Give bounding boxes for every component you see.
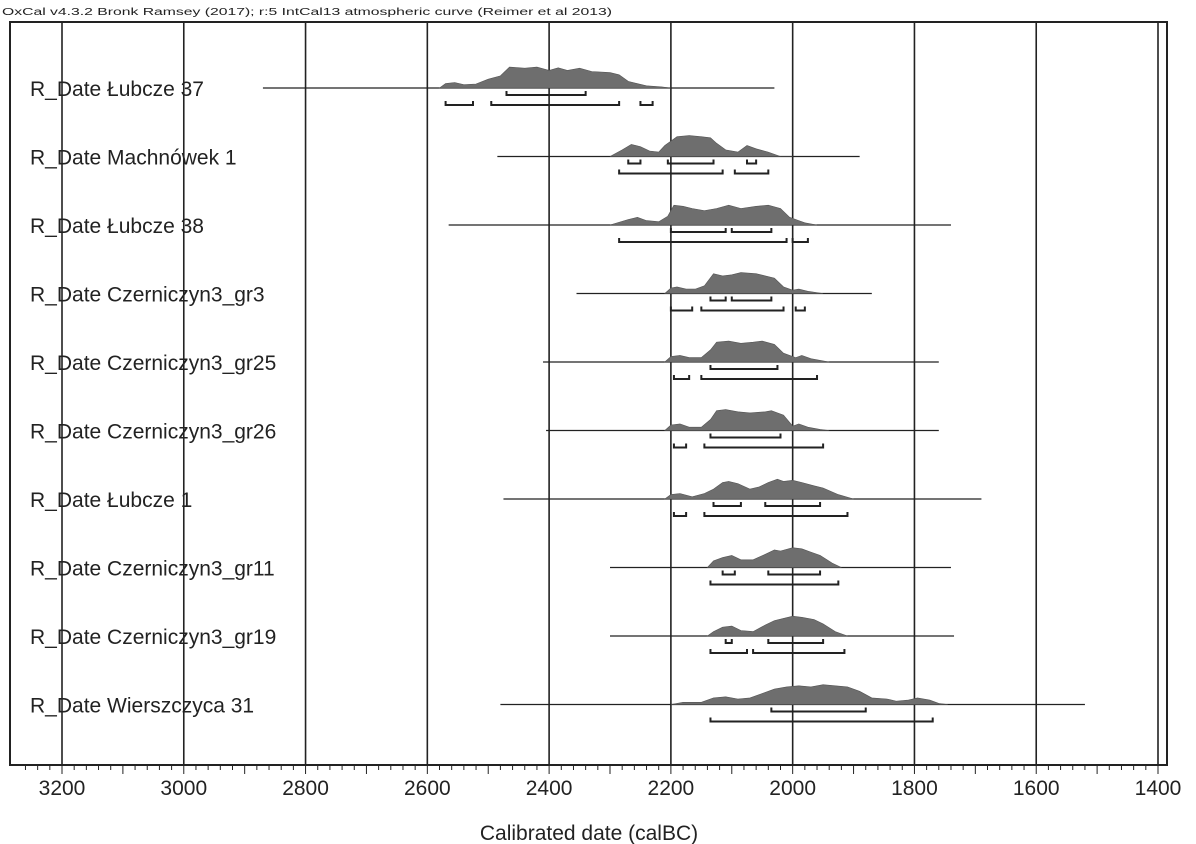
x-axis-title: Calibrated date (calBC): [480, 822, 698, 844]
hpd-95-range: [709, 717, 934, 723]
hpd-68-range: [730, 228, 773, 233]
hpd-95-range: [733, 169, 770, 175]
series-label: R_Date Machnówek 1: [30, 147, 237, 170]
series-row: R_Date Czerniczyn3_gr19: [30, 615, 955, 654]
series-row: R_Date Czerniczyn3_gr11: [30, 547, 951, 586]
hpd-68-range: [770, 707, 867, 713]
x-tick-label: 3000: [160, 777, 207, 800]
hpd-68-range: [709, 365, 779, 370]
hpd-68-range: [669, 228, 727, 233]
x-tick-label: 1600: [1013, 777, 1060, 800]
hpd-68-range: [724, 639, 733, 644]
series-row: R_Date Łubcze 37: [30, 66, 775, 106]
probability-distribution: [670, 684, 948, 705]
hpd-68-range: [712, 502, 742, 507]
hpd-68-range: [767, 570, 822, 576]
hpd-95-range: [618, 238, 788, 243]
series-label: R_Date Wierszczyca 31: [30, 695, 254, 718]
series-row: R_Date Czerniczyn3_gr26: [30, 409, 939, 449]
hpd-68-range: [709, 433, 782, 439]
series-label: R_Date Łubcze 1: [30, 489, 192, 512]
hpd-95-range: [703, 512, 849, 517]
probability-distribution: [438, 66, 671, 89]
hpd-68-range: [627, 159, 642, 165]
probability-distribution: [664, 272, 824, 294]
series-row: R_Date Łubcze 1: [30, 478, 982, 517]
x-tick-label: 2600: [404, 777, 451, 800]
hpd-95-range: [709, 649, 748, 654]
hpd-95-range: [791, 238, 809, 243]
hpd-95-range: [700, 375, 819, 380]
hpd-68-range: [721, 570, 736, 576]
x-tick-label: 2200: [648, 777, 695, 800]
probability-distribution: [663, 478, 854, 500]
x-axis: 3200 3000 2800 2600 2400 2200 2000 1800 1600 1400: [24, 765, 1182, 800]
probability-distribution: [706, 615, 848, 637]
hpd-95-range: [639, 101, 654, 106]
hpd-95-range: [669, 306, 694, 312]
probability-distribution: [664, 409, 830, 431]
probability-distribution: [664, 340, 830, 363]
hpd-95-range: [490, 101, 621, 106]
series-row: R_Date Łubcze 38: [30, 204, 951, 243]
hpd-68-range: [730, 296, 773, 302]
hpd-95-range: [703, 443, 825, 449]
hpd-95-range: [700, 306, 785, 312]
series-label: R_Date Czerniczyn3_gr26: [30, 421, 276, 444]
series-label: R_Date Czerniczyn3_gr25: [30, 352, 276, 375]
grid-lines: [61, 22, 1159, 765]
oxcal-header: OxCal v4.3.2 Bronk Ramsey (2017); r:5 In…: [2, 7, 612, 18]
series-label: R_Date Łubcze 37: [30, 78, 204, 101]
x-tick-label: 3200: [39, 777, 86, 800]
x-tick-label: 2800: [282, 777, 329, 800]
hpd-68-range: [709, 296, 727, 302]
hpd-68-range: [767, 639, 825, 644]
hpd-95-range: [672, 443, 688, 449]
hpd-95-range: [672, 512, 688, 517]
hpd-95-range: [618, 169, 724, 175]
plot-frame: [9, 21, 1168, 766]
hpd-68-range: [505, 91, 587, 96]
series-row: R_Date Machnówek 1: [30, 135, 860, 175]
series-row: R_Date Czerniczyn3_gr25: [30, 340, 939, 380]
hpd-95-range: [709, 580, 840, 586]
hpd-68-range: [764, 502, 822, 507]
hpd-95-range: [752, 649, 846, 654]
hpd-95-range: [444, 101, 474, 106]
probability-distribution: [609, 135, 793, 157]
series-label: R_Date Czerniczyn3_gr3: [30, 284, 265, 307]
series-label: R_Date Czerniczyn3_gr11: [30, 558, 275, 581]
series-row: R_Date Czerniczyn3_gr3: [30, 272, 872, 312]
probability-distribution: [706, 547, 842, 568]
series-label: R_Date Łubcze 38: [30, 215, 204, 238]
hpd-95-range: [794, 306, 806, 312]
hpd-95-range: [672, 375, 691, 380]
x-tick-label: 1800: [891, 777, 938, 800]
series-label: R_Date Czerniczyn3_gr19: [30, 626, 276, 649]
x-tick-label: 2000: [769, 777, 816, 800]
series-row: R_Date Wierszczyca 31: [30, 684, 1085, 723]
x-tick-label: 2400: [526, 777, 573, 800]
x-tick-label: 1400: [1135, 777, 1182, 800]
probability-distribution: [609, 204, 818, 226]
series-group: R_Date Łubcze 37 R_Date Machnówek 1 R_Date…: [30, 66, 1085, 723]
hpd-68-range: [666, 159, 715, 165]
hpd-68-range: [746, 159, 758, 165]
